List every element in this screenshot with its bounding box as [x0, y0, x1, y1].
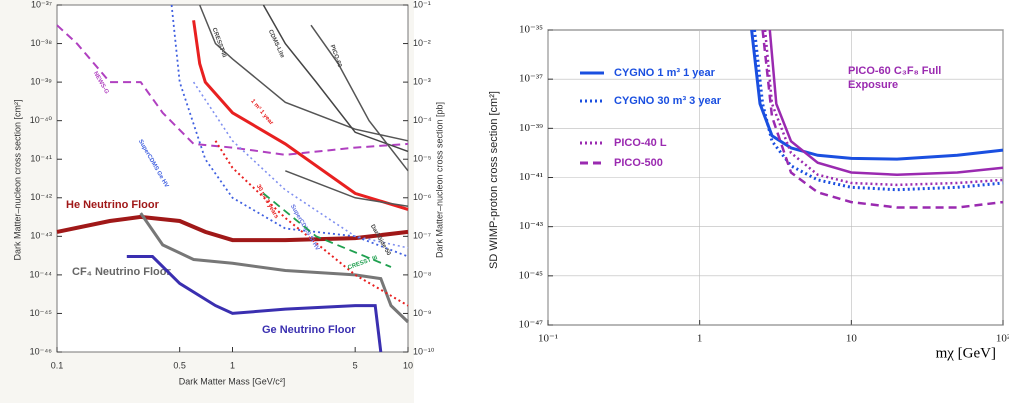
series-annotation-text: PICO-60 C₃F₈ Full Exposure	[848, 65, 942, 91]
x-tick-label: 10	[846, 333, 858, 345]
y2-tick-label: 10⁻⁹	[413, 308, 432, 318]
y-tick-label: 10⁻³⁷	[31, 0, 52, 9]
x-tick-label: 0.5	[173, 360, 186, 370]
series-line	[139, 212, 410, 324]
x-tick-label: 1	[230, 360, 235, 370]
y-tick-label: 10⁻³⁹	[30, 76, 52, 86]
series-line	[199, 4, 409, 142]
y-tick-label: 10⁻⁴⁷	[519, 319, 544, 331]
y2-tick-label: 10⁻¹⁰	[413, 346, 435, 356]
series-line	[192, 81, 409, 249]
x-axis-label: mχ [GeV]	[936, 345, 996, 361]
series-line	[750, 29, 1004, 161]
series-line	[56, 214, 409, 243]
series-line	[763, 29, 1004, 187]
series-line	[214, 140, 409, 307]
legend-label: CYGNO 1 m³ 1 year	[614, 67, 716, 79]
y-tick-label: 10⁻⁴⁵	[30, 308, 53, 318]
x-tick-label: 10	[403, 360, 413, 370]
y-tick-label: 10⁻³⁸	[30, 38, 52, 48]
series-line	[761, 29, 1004, 209]
series-label: CF₄ Neutrino Floor	[72, 266, 171, 278]
y-tick-label: 10⁻⁴¹	[519, 171, 543, 183]
y2-axis-label: Dark Matter–nucleon cross section [pb]	[434, 102, 444, 258]
y2-tick-label: 10⁻⁵	[413, 154, 432, 164]
series-label: He Neutrino Floor	[66, 199, 160, 211]
y2-tick-label: 10⁻⁴	[413, 115, 432, 125]
series-line	[192, 20, 409, 211]
y2-tick-label: 10⁻³	[413, 76, 431, 86]
y-tick-label: 10⁻⁴⁴	[30, 269, 53, 279]
x-tick-label: 10⁻¹	[538, 333, 558, 345]
y2-tick-label: 10⁻⁷	[413, 231, 431, 241]
y-tick-label: 10⁻⁴¹	[30, 154, 52, 164]
legend-label: PICO-40 L	[614, 137, 667, 149]
y-tick-label: 10⁻⁴⁶	[30, 346, 53, 356]
legend-label: CYGNO 30 m³ 3 year	[614, 95, 722, 107]
series-line	[310, 24, 409, 172]
y-tick-label: 10⁻⁴³	[519, 220, 544, 232]
series-line	[768, 29, 1004, 176]
series-line	[56, 24, 409, 156]
y-tick-label: 10⁻³⁵	[519, 24, 543, 36]
y2-tick-label: 10⁻⁸	[413, 269, 432, 279]
series-label: Ge Neutrino Floor	[262, 324, 356, 336]
y2-tick-label: 10⁻¹	[413, 0, 431, 9]
series-line	[262, 192, 392, 268]
y-tick-label: 10⁻³⁷	[519, 73, 543, 85]
y-tick-label: 10⁻³⁹	[519, 122, 543, 134]
y2-tick-label: 10⁻²	[413, 38, 431, 48]
x-tick-label: 5	[353, 360, 358, 370]
left-plot-area	[56, 4, 409, 353]
series-line	[126, 255, 383, 353]
y-tick-label: 10⁻⁴²	[30, 192, 52, 202]
x-tick-label: 10²	[996, 333, 1009, 345]
series-line	[170, 4, 409, 258]
series-annotation: PICO-60 C₃F₈ Full Exposure	[848, 65, 942, 91]
legend-label: PICO-500	[614, 157, 663, 169]
y-tick-label: 10⁻⁴³	[30, 231, 52, 241]
x-tick-label: 1	[697, 333, 703, 345]
y-axis-label: SD WIMP-proton cross section [cm²]	[488, 91, 500, 269]
y-tick-label: 10⁻⁴⁵	[519, 269, 544, 281]
y-tick-label: 10⁻⁴⁰	[30, 115, 53, 125]
series-line	[262, 4, 409, 153]
x-tick-label: 0.1	[51, 360, 64, 370]
series-line	[285, 170, 409, 208]
y2-tick-label: 10⁻⁶	[413, 192, 432, 202]
y-axis-label: Dark Matter–nucleon cross section [cm²]	[12, 99, 22, 260]
x-axis-label: Dark Matter Mass [GeV/c²]	[179, 376, 286, 386]
